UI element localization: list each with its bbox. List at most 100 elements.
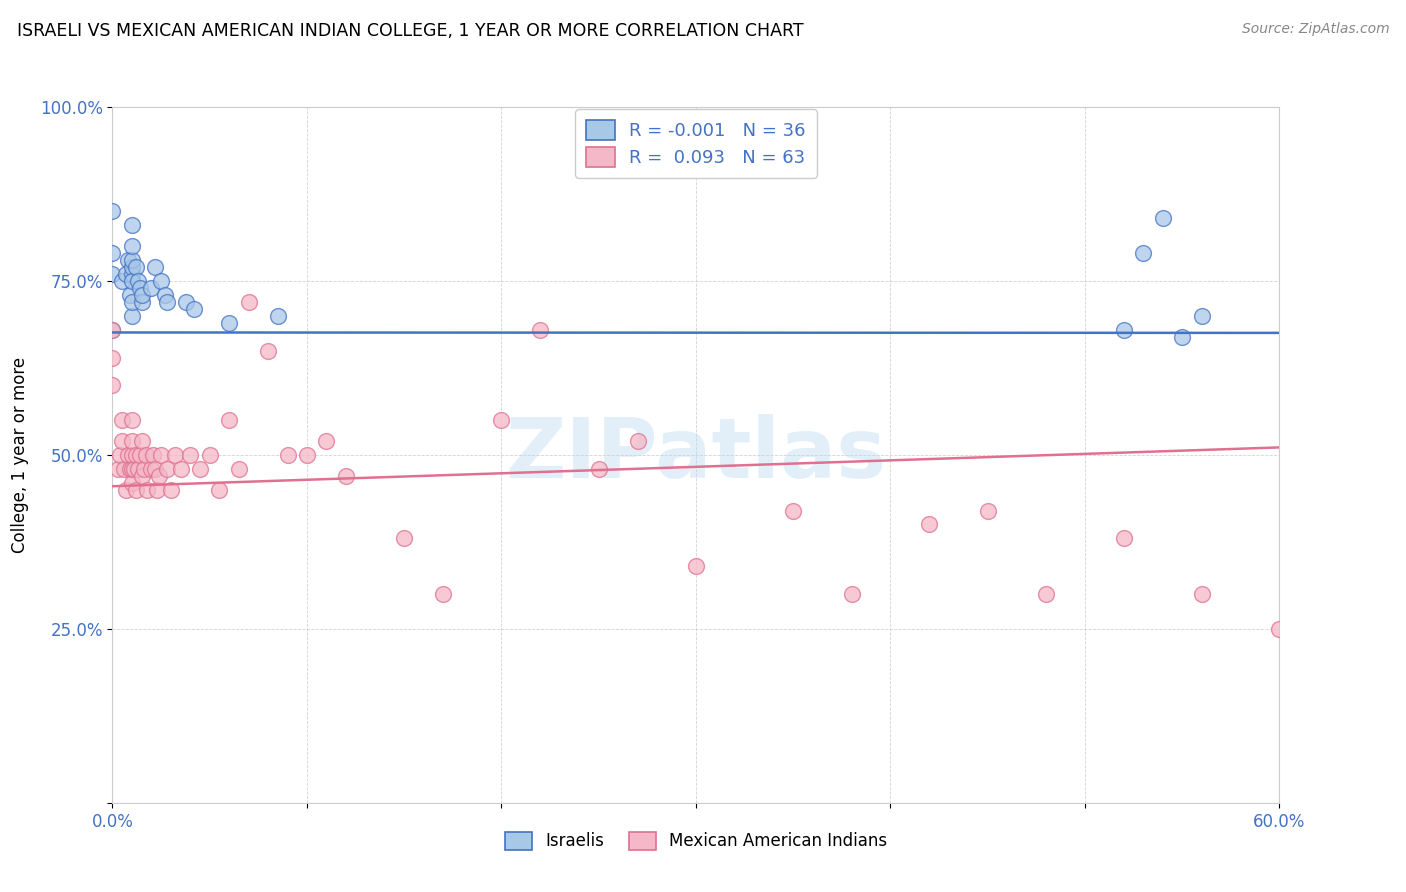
Point	[101, 204, 124, 219]
Point	[121, 274, 143, 288]
Point	[127, 462, 149, 476]
Point	[111, 413, 134, 427]
Point	[141, 281, 163, 295]
Point	[218, 413, 240, 427]
Point	[432, 587, 454, 601]
Point	[101, 323, 124, 337]
Point	[121, 219, 143, 233]
Point	[156, 294, 179, 309]
Point	[1152, 211, 1174, 226]
Point	[627, 434, 650, 448]
Point	[127, 274, 149, 288]
Point	[183, 301, 205, 316]
Point	[143, 462, 166, 476]
Point	[121, 260, 143, 274]
Point	[588, 462, 610, 476]
Point	[1035, 587, 1057, 601]
Point	[118, 288, 141, 302]
Point	[150, 274, 173, 288]
Point	[257, 343, 280, 358]
Point	[101, 351, 124, 365]
Point	[228, 462, 250, 476]
Point	[179, 448, 201, 462]
Point	[1132, 246, 1154, 260]
Point	[117, 448, 139, 462]
Point	[115, 483, 138, 497]
Point	[1112, 323, 1135, 337]
Point	[782, 503, 804, 517]
Point	[131, 294, 153, 309]
Point	[101, 378, 124, 392]
Point	[125, 260, 148, 274]
Point	[276, 448, 298, 462]
Point	[153, 288, 176, 302]
Point	[121, 294, 143, 309]
Point	[132, 462, 155, 476]
Point	[121, 475, 143, 490]
Point	[115, 267, 138, 281]
Point	[117, 253, 139, 268]
Point	[315, 434, 337, 448]
Point	[188, 462, 211, 476]
Point	[122, 462, 145, 476]
Point	[491, 413, 513, 427]
Point	[1171, 329, 1194, 343]
Point	[101, 246, 124, 260]
Point	[131, 434, 153, 448]
Point	[118, 462, 141, 476]
Point	[169, 462, 191, 476]
Point	[176, 294, 198, 309]
Point	[218, 316, 240, 330]
Point	[841, 587, 863, 601]
Point	[146, 483, 169, 497]
Point	[121, 462, 143, 476]
Point	[1112, 532, 1135, 546]
Point	[267, 309, 290, 323]
Point	[976, 503, 998, 517]
Point	[295, 448, 318, 462]
Point	[121, 253, 143, 268]
Point	[121, 413, 143, 427]
Point	[121, 239, 143, 253]
Point	[101, 323, 124, 337]
Point	[131, 288, 153, 302]
Point	[1191, 309, 1213, 323]
Point	[111, 434, 134, 448]
Point	[121, 309, 143, 323]
Point	[128, 281, 150, 295]
Legend: Israelis, Mexican American Indians: Israelis, Mexican American Indians	[498, 825, 894, 857]
Point	[110, 448, 132, 462]
Point	[238, 294, 260, 309]
Point	[142, 448, 165, 462]
Point	[918, 517, 941, 532]
Point	[107, 462, 129, 476]
Text: Source: ZipAtlas.com: Source: ZipAtlas.com	[1241, 22, 1389, 37]
Point	[121, 267, 143, 281]
Y-axis label: College, 1 year or more: College, 1 year or more	[11, 357, 28, 553]
Text: ISRAELI VS MEXICAN AMERICAN INDIAN COLLEGE, 1 YEAR OR MORE CORRELATION CHART: ISRAELI VS MEXICAN AMERICAN INDIAN COLLE…	[17, 22, 803, 40]
Point	[135, 448, 157, 462]
Point	[125, 483, 148, 497]
Point	[141, 462, 163, 476]
Point	[112, 462, 135, 476]
Point	[148, 468, 170, 483]
Point	[685, 559, 707, 574]
Point	[143, 260, 166, 274]
Point	[394, 532, 416, 546]
Point	[335, 468, 357, 483]
Point	[111, 274, 134, 288]
Point	[150, 448, 173, 462]
Point	[198, 448, 221, 462]
Point	[1268, 622, 1291, 636]
Point	[131, 468, 153, 483]
Point	[529, 323, 551, 337]
Point	[136, 483, 159, 497]
Point	[160, 483, 183, 497]
Point	[101, 267, 124, 281]
Point	[208, 483, 231, 497]
Point	[1191, 587, 1213, 601]
Text: ZIPatlas: ZIPatlas	[506, 415, 886, 495]
Point	[121, 434, 143, 448]
Point	[125, 448, 148, 462]
Point	[121, 448, 143, 462]
